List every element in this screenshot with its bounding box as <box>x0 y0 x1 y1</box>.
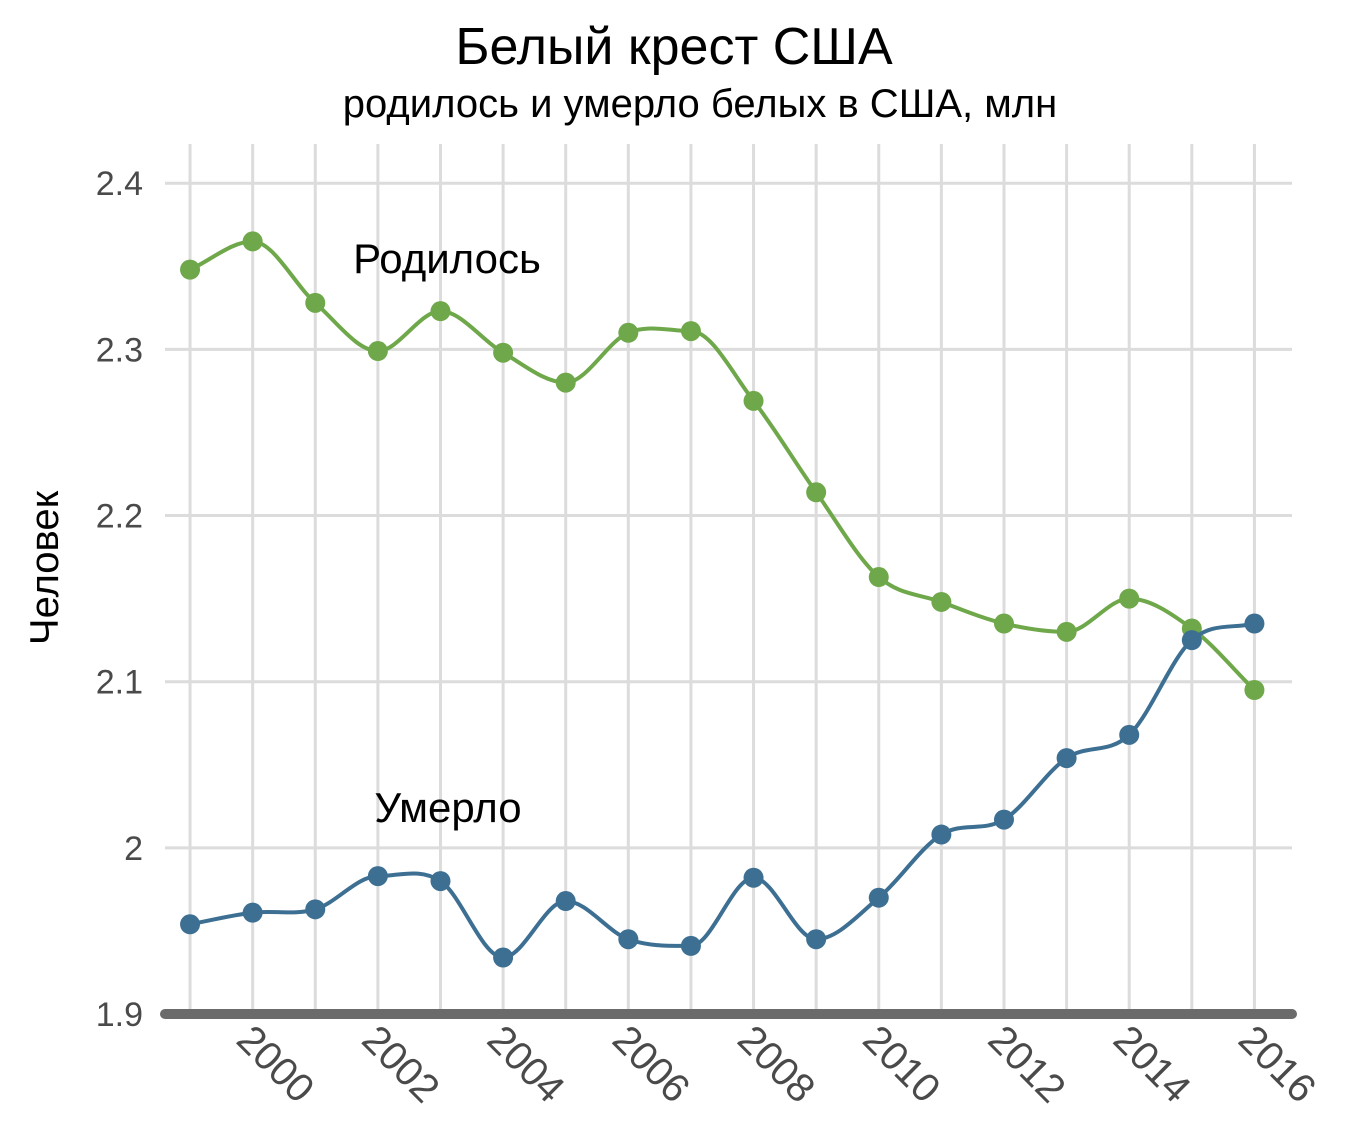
data-point[interactable] <box>493 342 514 363</box>
data-point[interactable] <box>743 867 764 888</box>
y-tick-labels: 1.9 2 2.1 2.2 2.3 2.4 <box>96 165 143 1034</box>
x-tick-label: 2012 <box>980 1017 1074 1111</box>
data-point[interactable] <box>555 891 576 912</box>
data-point[interactable] <box>868 887 889 908</box>
data-point[interactable] <box>180 914 201 935</box>
x-tick-label: 2010 <box>854 1017 948 1111</box>
data-point[interactable] <box>618 929 639 950</box>
data-point[interactable] <box>493 947 514 968</box>
series-label-births: Родилось <box>353 235 541 282</box>
x-tick-label: 2016 <box>1230 1017 1324 1111</box>
data-point[interactable] <box>743 390 764 411</box>
y-tick-label: 2.2 <box>96 498 143 536</box>
x-tick-labels: 2000 2002 2004 2006 2008 2010 2012 2014 2016 <box>228 1017 1324 1111</box>
data-point[interactable] <box>1056 748 1077 769</box>
y-gridlines <box>165 181 1292 850</box>
series-deaths <box>180 613 1265 968</box>
data-point[interactable] <box>680 935 701 956</box>
y-tick-label: 2.3 <box>96 331 143 369</box>
data-point[interactable] <box>367 341 388 362</box>
data-point[interactable] <box>1119 724 1140 745</box>
series-line <box>189 239 1256 692</box>
data-point[interactable] <box>1244 680 1265 700</box>
x-tick-label: 2014 <box>1105 1017 1199 1111</box>
y-tick-label: 1.9 <box>96 996 143 1034</box>
chart-subtitle: родилось и умерло белых в США, млн <box>343 82 1057 126</box>
y-tick-label: 2.1 <box>96 664 143 702</box>
data-point[interactable] <box>367 866 388 887</box>
series-line <box>189 621 1255 960</box>
x-tick-label: 2008 <box>729 1017 823 1111</box>
x-tick-label: 2002 <box>354 1017 448 1111</box>
data-point[interactable] <box>305 292 326 313</box>
data-point[interactable] <box>180 259 201 280</box>
x-gridlines <box>188 144 1256 1014</box>
series-births <box>180 231 1265 700</box>
data-point[interactable] <box>1119 588 1140 609</box>
data-point[interactable] <box>1056 621 1077 642</box>
data-point[interactable] <box>680 321 701 342</box>
data-point[interactable] <box>1244 613 1265 634</box>
series-label-deaths: Умерло <box>374 784 521 831</box>
data-point[interactable] <box>806 482 827 503</box>
y-tick-label: 2.4 <box>96 165 143 203</box>
y-tick-label: 2 <box>124 830 143 868</box>
x-tick-label: 2006 <box>604 1017 698 1111</box>
y-axis-label: Человек <box>23 490 67 645</box>
data-point[interactable] <box>618 322 639 343</box>
data-point[interactable] <box>806 929 827 950</box>
data-point[interactable] <box>1181 630 1202 651</box>
data-point[interactable] <box>242 231 263 252</box>
chart-title: Белый крест США <box>455 18 893 76</box>
data-point[interactable] <box>993 809 1014 830</box>
data-point[interactable] <box>868 567 889 588</box>
data-point[interactable] <box>242 902 263 923</box>
data-point[interactable] <box>555 372 576 393</box>
data-point[interactable] <box>305 899 326 920</box>
x-tick-label: 2004 <box>479 1017 573 1111</box>
data-point[interactable] <box>931 591 952 612</box>
data-point[interactable] <box>931 824 952 845</box>
data-point[interactable] <box>430 301 451 322</box>
data-point[interactable] <box>430 871 451 892</box>
series-layer <box>180 231 1265 968</box>
x-tick-label: 2000 <box>228 1017 322 1111</box>
data-point[interactable] <box>993 613 1014 634</box>
